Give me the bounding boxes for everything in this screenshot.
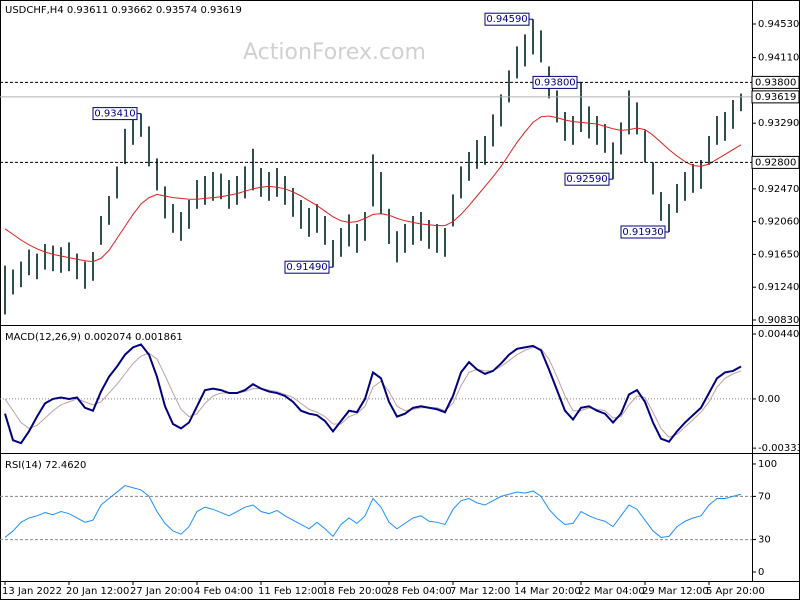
annotation-box	[620, 225, 666, 239]
annotation-box	[532, 75, 578, 89]
x-tick-label: 4 Feb 04:00	[194, 586, 253, 597]
x-tick-label: 5 Apr 20:00	[706, 586, 765, 597]
x-tick-label: 7 Mar 12:00	[450, 586, 510, 597]
rsi-line	[4, 485, 742, 538]
annotation-box	[484, 12, 530, 26]
annotation-label: 0.93800	[534, 77, 575, 88]
y-tick-label: 0.00	[758, 394, 780, 405]
watermark: ActionForex.com	[243, 40, 426, 65]
y-tick-label: 0.94530	[758, 19, 799, 30]
y-tick-label: 0.92060	[758, 217, 799, 228]
y-tick-label: 0.93290	[758, 118, 799, 129]
pane-title: USDCHF,H4 0.93611 0.93662 0.93574 0.9361…	[5, 5, 242, 16]
annotation-label: 0.94590	[486, 14, 527, 25]
x-tick-label: 13 Jan 2022	[2, 586, 62, 597]
x-tick-label: 11 Feb 12:00	[258, 586, 324, 597]
pane-title: MACD(12,26,9) 0.002074 0.001861	[5, 332, 183, 343]
price-label-box	[751, 75, 800, 89]
annotation-label: 0.91490	[286, 262, 327, 273]
x-tick-label: 22 Mar 04:00	[578, 586, 645, 597]
y-tick-label: 0.92470	[758, 184, 799, 195]
y-tick-label: -0.003338	[758, 443, 800, 454]
annotation-label: 0.93410	[94, 109, 135, 120]
annotation-label: 0.91930	[622, 227, 663, 238]
price-label-box	[751, 155, 800, 169]
annotation-box	[564, 172, 610, 186]
y-tick-label: 30	[758, 535, 771, 546]
price-label: 0.92800	[755, 157, 796, 168]
y-tick-label: 0.91240	[758, 282, 799, 293]
x-tick-label: 28 Feb 04:00	[386, 586, 452, 597]
price-label: 0.93619	[755, 92, 796, 103]
y-tick-label: 0.94110	[758, 53, 799, 64]
y-tick-label: 0.90830	[758, 315, 799, 326]
annotation-label: 0.92590	[566, 174, 607, 185]
pane-title: RSI(14) 72.4620	[5, 460, 86, 471]
x-tick-label: 18 Feb 20:00	[322, 586, 388, 597]
x-tick-label: 29 Mar 12:00	[642, 586, 709, 597]
x-tick-label: 27 Jan 20:00	[130, 586, 193, 597]
moving-average	[4, 115, 742, 263]
x-tick-label: 14 Mar 20:00	[514, 586, 581, 597]
annotation-box	[92, 107, 138, 121]
macd-line	[4, 343, 742, 445]
price-label: 0.93800	[755, 77, 796, 88]
y-tick-label: 0.91650	[758, 249, 799, 260]
y-tick-label: 0.004403	[758, 329, 800, 340]
price-label-box	[751, 90, 800, 104]
y-tick-label: 100	[758, 459, 777, 470]
y-tick-label: 0	[758, 567, 764, 578]
annotation-box	[284, 260, 330, 274]
x-tick-label: 20 Jan 12:00	[66, 586, 129, 597]
y-tick-label: 70	[758, 491, 771, 502]
